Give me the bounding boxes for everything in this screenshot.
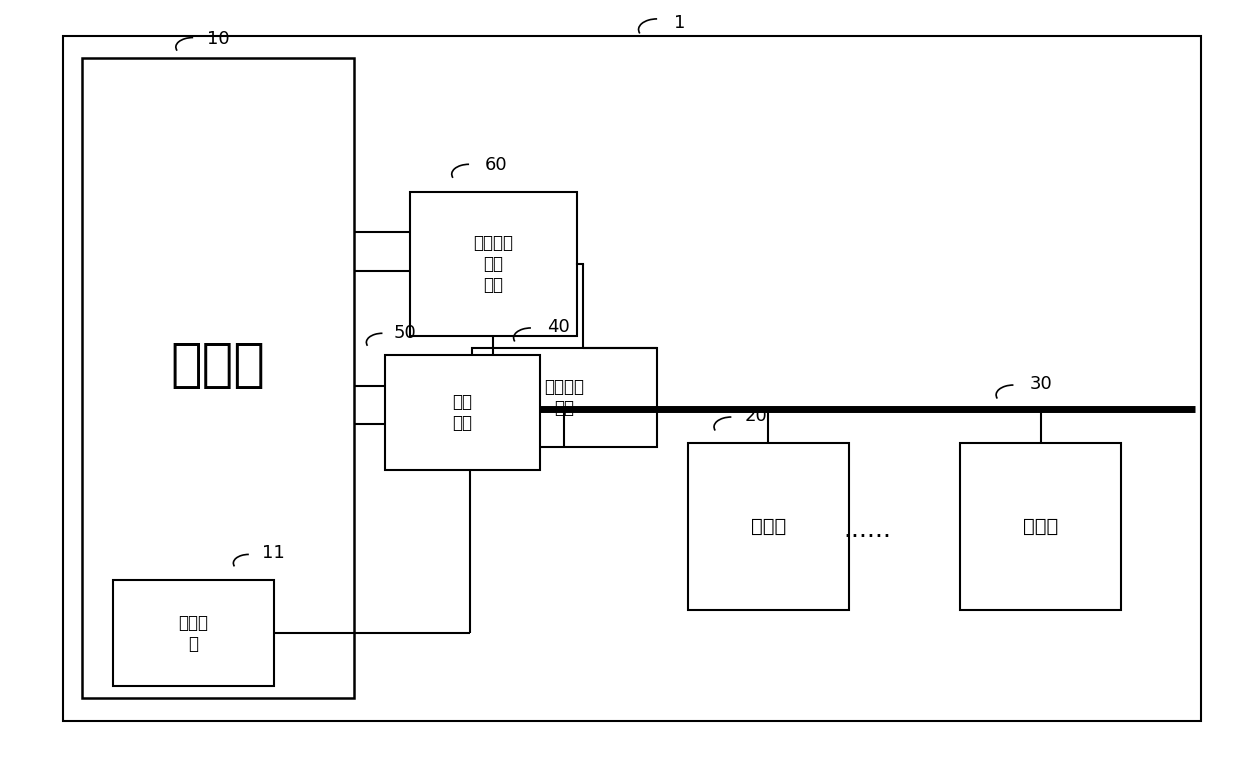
Bar xyxy=(113,580,274,687)
Bar xyxy=(384,355,539,470)
Text: 从设备: 从设备 xyxy=(1023,517,1058,536)
Bar xyxy=(409,192,577,336)
Text: 上拉电阻
模块: 上拉电阻 模块 xyxy=(544,378,584,416)
Text: 20: 20 xyxy=(745,407,768,426)
Bar xyxy=(82,59,353,698)
Text: 40: 40 xyxy=(547,318,569,336)
Text: 11: 11 xyxy=(262,544,285,562)
Bar xyxy=(688,443,849,610)
Text: 检测模
块: 检测模 块 xyxy=(179,613,208,652)
Text: 10: 10 xyxy=(207,31,229,48)
Text: 1: 1 xyxy=(673,14,684,31)
Text: 从设备: 从设备 xyxy=(751,517,786,536)
Text: 30: 30 xyxy=(1029,375,1052,393)
Text: 主设备: 主设备 xyxy=(170,339,265,391)
Text: 上拉电阻
管理
模块: 上拉电阻 管理 模块 xyxy=(474,235,513,294)
Text: ......: ...... xyxy=(843,519,892,542)
Bar xyxy=(960,443,1121,610)
Text: 60: 60 xyxy=(485,156,507,174)
Text: 50: 50 xyxy=(393,323,417,342)
Text: 接口
模块: 接口 模块 xyxy=(453,393,472,432)
Bar xyxy=(471,348,657,447)
